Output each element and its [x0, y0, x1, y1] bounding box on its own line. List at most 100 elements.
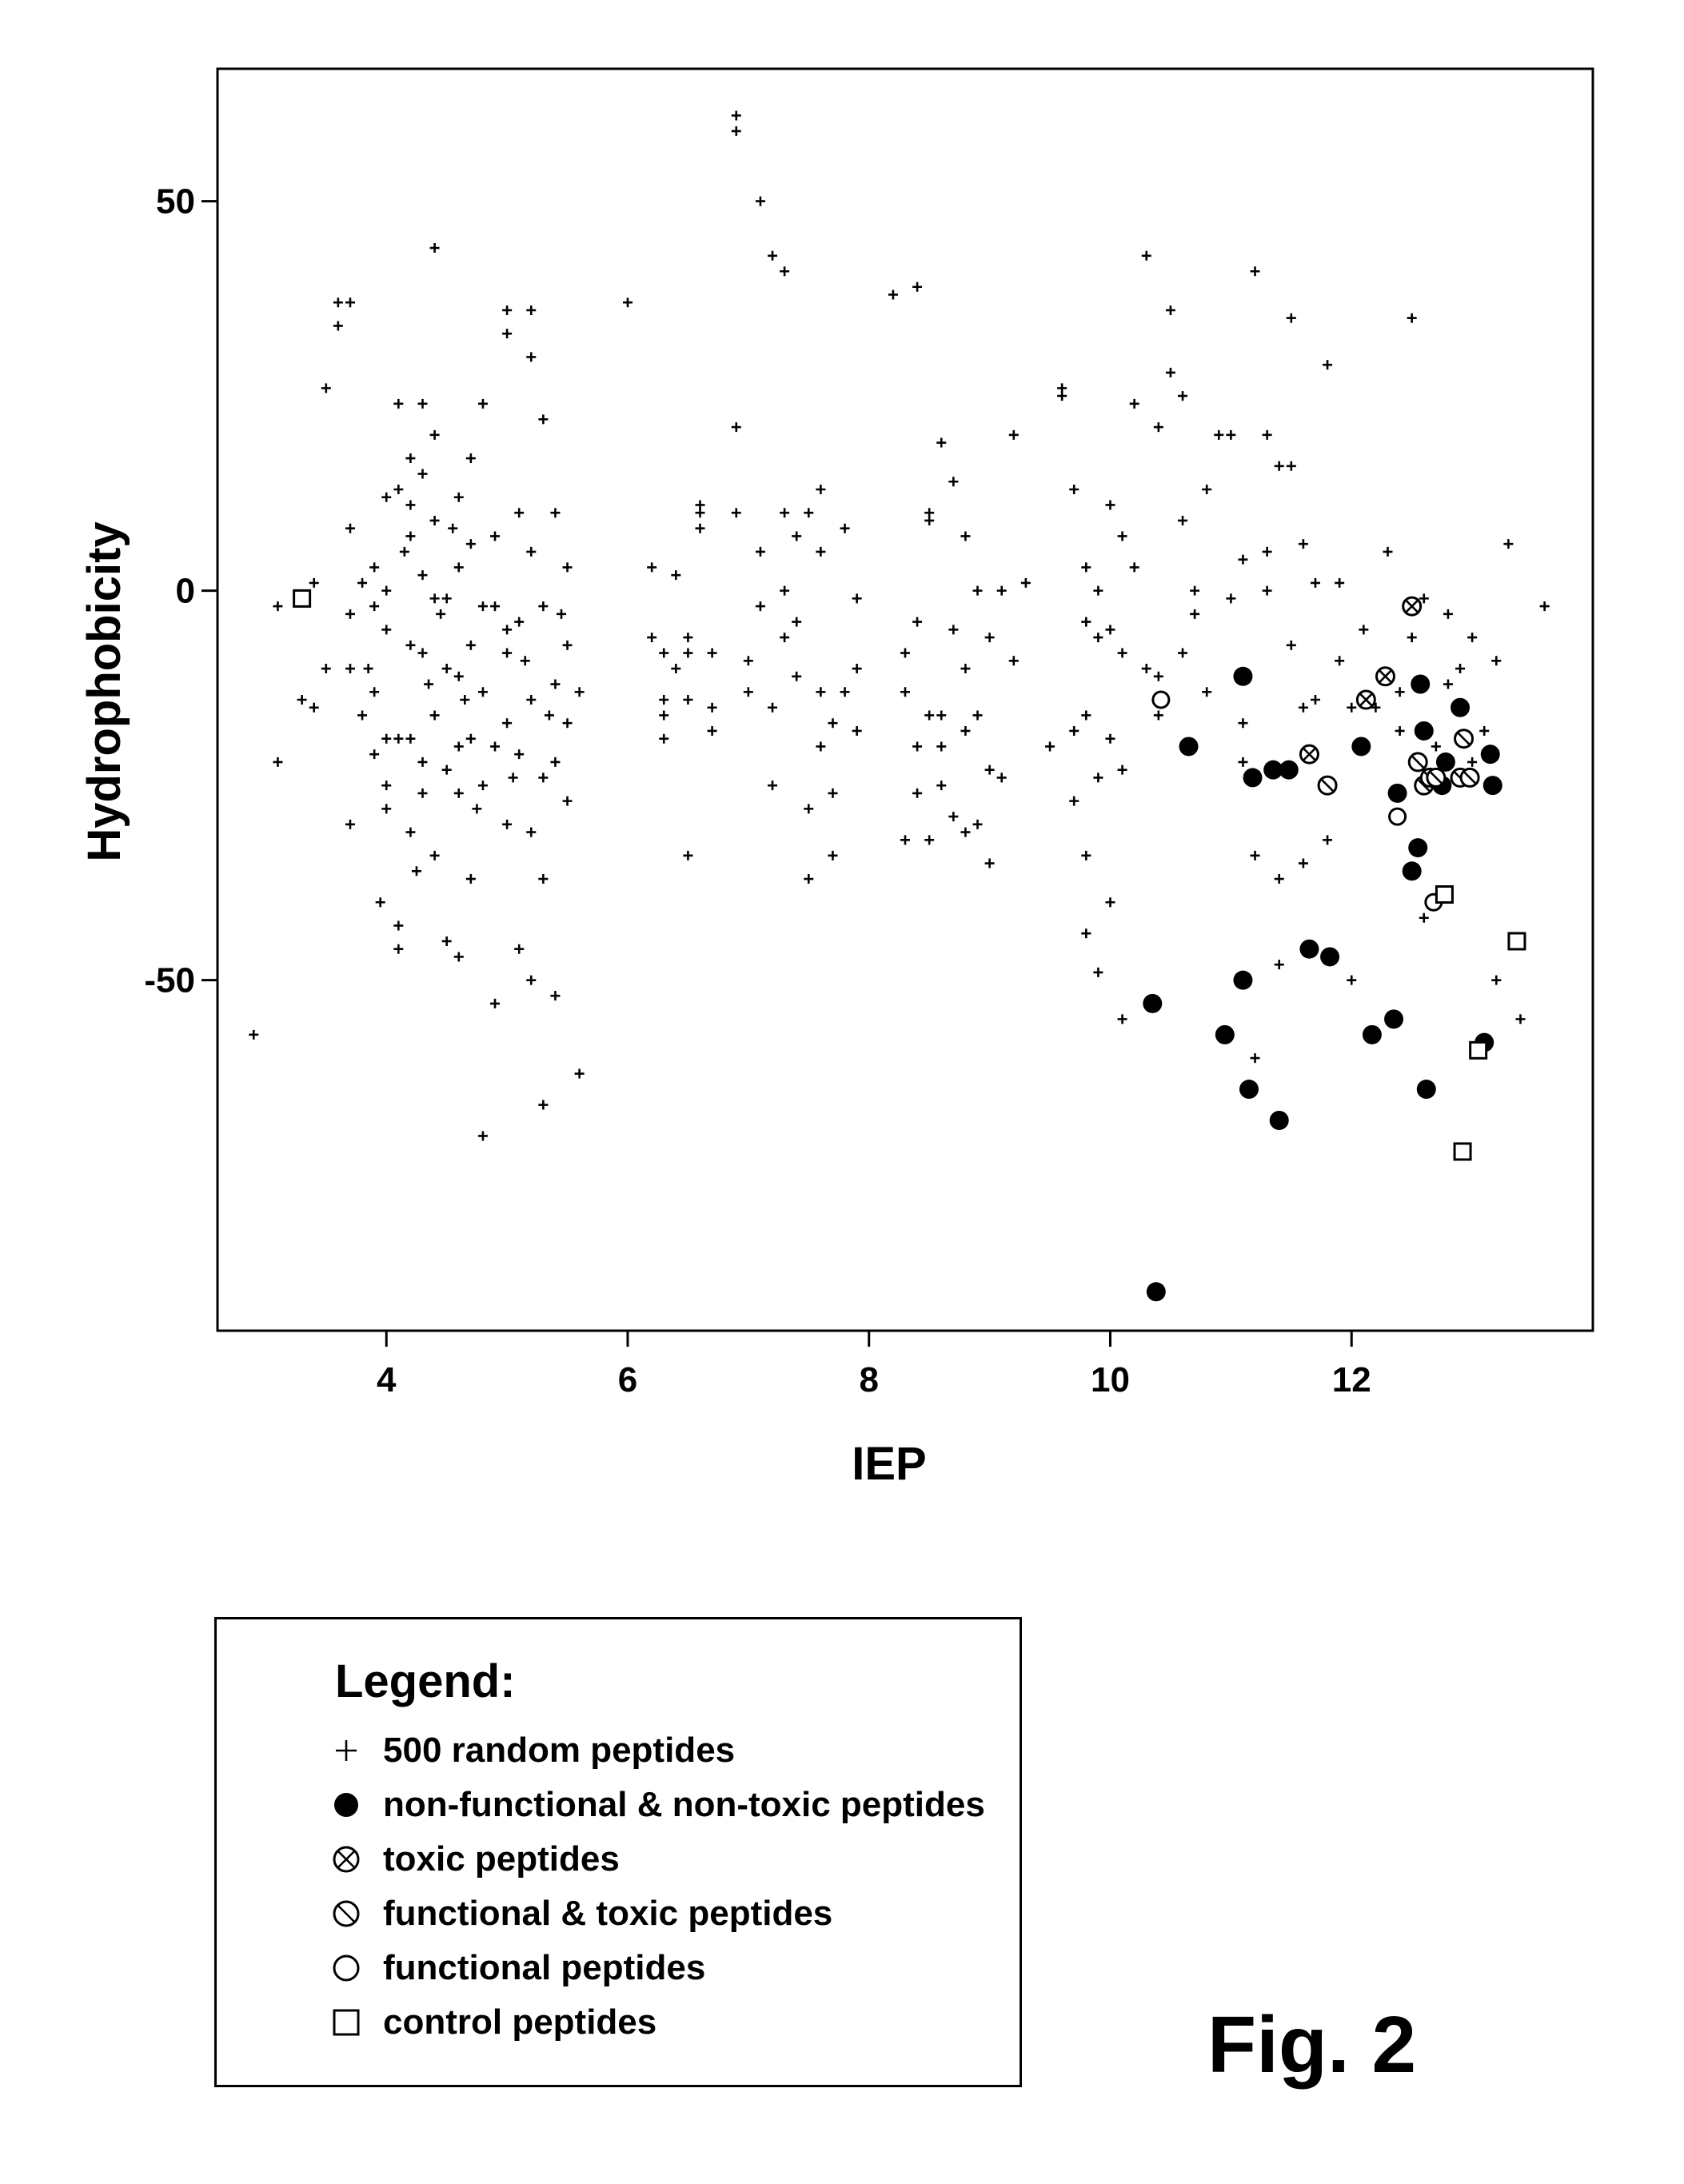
legend-item: toxic peptides: [329, 1832, 985, 1887]
plus-marker: [405, 500, 415, 509]
y-axis: 500-50: [144, 182, 217, 1000]
plus-marker: [381, 586, 391, 596]
plus-marker: [273, 601, 282, 611]
plus-marker: [1069, 726, 1079, 736]
plus-marker: [1419, 913, 1429, 923]
legend-title: Legend:: [335, 1655, 516, 1708]
plus-marker: [478, 1131, 488, 1140]
plus-marker: [1166, 305, 1175, 315]
plus-marker: [321, 664, 331, 673]
plus-marker: [502, 329, 512, 338]
plus-marker: [1178, 649, 1187, 658]
plus-marker: [828, 718, 837, 728]
plus-marker: [490, 531, 500, 541]
plus-marker: [1093, 968, 1103, 977]
plus-marker: [1238, 718, 1247, 728]
plus-marker: [960, 531, 970, 541]
plus-marker: [1130, 562, 1139, 572]
plus-marker: [405, 828, 415, 837]
plus-marker: [1335, 656, 1344, 665]
plus-marker: [1118, 1014, 1127, 1024]
plus-marker: [1311, 578, 1320, 588]
plus-marker: [1093, 586, 1103, 596]
plus-marker: [454, 952, 464, 961]
plus-marker: [900, 687, 910, 697]
plus-marker: [912, 617, 922, 627]
filled-circle-marker: [1243, 768, 1263, 787]
plus-marker: [792, 672, 801, 681]
plus-marker: [1479, 726, 1489, 736]
plus-marker: [1299, 539, 1308, 549]
plus-marker: [816, 485, 825, 494]
circle-cross-marker: [1300, 745, 1318, 763]
plus-marker: [405, 531, 415, 541]
plus-marker: [780, 508, 789, 517]
plus-marker: [563, 641, 573, 650]
plus-marker: [1081, 562, 1091, 572]
plus-marker: [671, 664, 680, 673]
plus-marker: [430, 710, 440, 720]
plus-marker: [417, 789, 427, 798]
circle-slash-marker: [1461, 769, 1478, 786]
plus-marker: [417, 570, 427, 580]
plus-marker: [1238, 555, 1247, 565]
plus-marker: [538, 1100, 548, 1110]
filled-circle-marker: [1351, 737, 1371, 756]
plus-marker: [1202, 485, 1211, 494]
filled-circle-marker: [334, 1793, 358, 1817]
plus-marker: [1081, 710, 1091, 720]
open-circle-marker: [334, 1956, 358, 1980]
plus-marker: [393, 399, 403, 409]
plus-marker: [478, 601, 488, 611]
plus-marker: [1335, 578, 1344, 588]
filled-circle-marker: [1481, 745, 1500, 764]
plus-marker: [460, 695, 469, 705]
legend-items: 500 random peptidesnon-functional & non-…: [329, 1723, 985, 2050]
plus-marker: [708, 726, 717, 736]
plus-marker: [780, 633, 789, 642]
plus-marker: [478, 687, 488, 697]
open-circle-marker: [1153, 692, 1169, 708]
plus-marker: [454, 493, 464, 502]
plus-marker: [696, 524, 705, 533]
plus-marker: [1105, 897, 1115, 907]
legend-item-label: control peptides: [383, 2002, 656, 2042]
plus-marker: [985, 859, 995, 868]
filled-circle-marker: [1320, 947, 1339, 966]
plus-marker: [309, 703, 319, 713]
plus-marker: [345, 664, 355, 673]
plus-marker: [393, 485, 403, 494]
plus-marker: [924, 710, 934, 720]
filled-circle-marker: [1415, 721, 1434, 741]
plus-marker: [973, 586, 983, 596]
plus-marker: [936, 781, 946, 790]
plus-marker: [1226, 593, 1235, 603]
plus-marker: [1287, 461, 1296, 471]
plus-marker: [345, 820, 355, 829]
plus-marker: [816, 547, 825, 557]
plus-marker: [1287, 313, 1296, 323]
plus-marker: [478, 399, 488, 409]
plus-marker: [1166, 368, 1175, 377]
plus-marker: [466, 453, 476, 463]
plus-marker: [575, 1069, 585, 1079]
plus-marker: [405, 734, 415, 744]
open-circle-marker: [1390, 809, 1406, 824]
plus-marker: [1275, 960, 1284, 969]
open-square-marker: [294, 590, 310, 606]
plus-marker: [345, 297, 355, 307]
plus-marker: [430, 851, 440, 860]
plus-marker: [1057, 391, 1067, 401]
legend-item: 500 random peptides: [329, 1723, 985, 1778]
plus-marker: [768, 251, 777, 261]
plus-marker: [1540, 601, 1550, 611]
plus-marker: [509, 773, 518, 782]
filled-circle-marker: [1388, 784, 1407, 803]
plus-marker: [333, 321, 343, 330]
plus-marker: [538, 773, 548, 782]
open-square-marker: [1455, 1144, 1471, 1160]
plus-marker: [997, 773, 1007, 782]
plus-marker: [756, 601, 765, 611]
plus-marker: [840, 524, 850, 533]
open-square-marker: [1436, 887, 1452, 903]
